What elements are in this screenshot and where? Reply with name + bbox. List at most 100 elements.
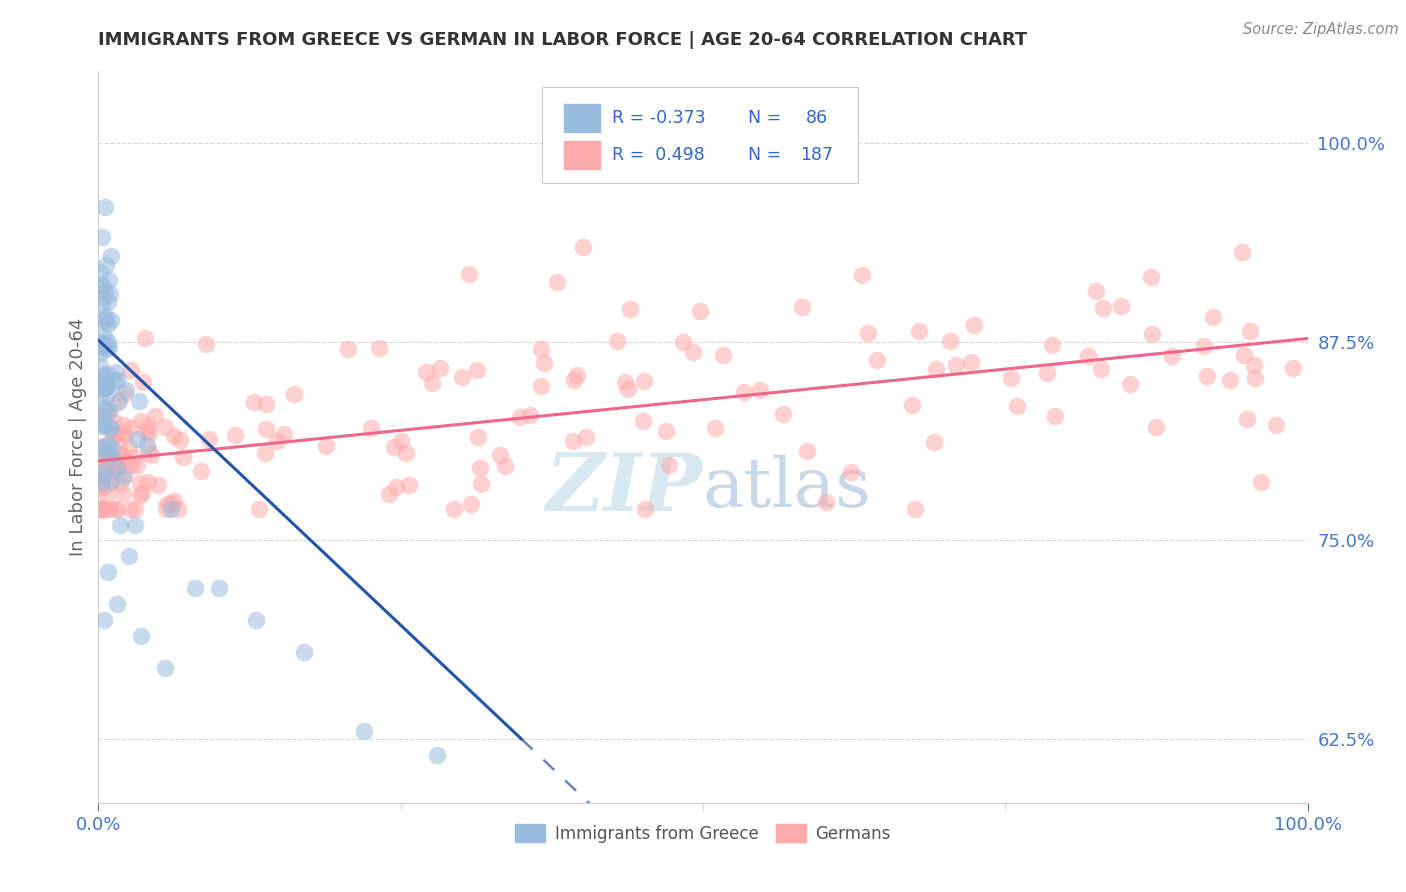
Point [100, 448, 122, 462]
Point [224, 428, 246, 442]
Text: 86: 86 [806, 109, 828, 128]
Point [772, 407, 794, 421]
Point [94, 402, 117, 417]
Point [97, 295, 120, 310]
Point [90, 441, 112, 455]
Point [103, 414, 125, 428]
Point [93, 613, 115, 627]
Point [1192, 339, 1215, 353]
Point [633, 374, 655, 388]
Point [89, 387, 111, 401]
Point [91, 369, 114, 384]
Point [163, 494, 186, 508]
Text: IMMIGRANTS FROM GREECE VS GERMAN IN LABOR FORCE | AGE 20-64 CORRELATION CHART: IMMIGRANTS FROM GREECE VS GERMAN IN LABO… [98, 31, 1028, 49]
Point [337, 342, 360, 356]
Point [153, 660, 176, 674]
Point [136, 475, 159, 490]
Point [96, 404, 118, 418]
Point [519, 408, 541, 422]
Point [98, 501, 121, 516]
Point [91, 335, 114, 350]
Point [94, 310, 117, 324]
Point [91, 481, 114, 495]
Point [97, 334, 120, 349]
Point [129, 414, 152, 428]
Point [107, 458, 129, 472]
Point [1000, 371, 1022, 385]
Point [790, 300, 813, 314]
Point [749, 384, 772, 398]
Point [398, 477, 420, 491]
Point [243, 394, 266, 409]
Point [266, 434, 288, 449]
Point [619, 302, 641, 317]
Point [561, 434, 583, 449]
Point [108, 475, 131, 490]
Point [114, 468, 136, 483]
Point [91, 501, 114, 516]
Point [135, 438, 157, 452]
Point [420, 376, 443, 391]
Point [655, 424, 678, 438]
Point [184, 581, 207, 595]
Point [155, 496, 177, 510]
Point [1195, 369, 1218, 384]
Point [470, 461, 492, 475]
Point [94, 285, 117, 300]
Point [143, 409, 166, 423]
Bar [564, 104, 600, 132]
Point [91, 401, 114, 416]
Point [91, 501, 114, 516]
Point [139, 448, 162, 462]
Point [509, 409, 531, 424]
Point [925, 361, 948, 376]
Point [1239, 324, 1261, 338]
Point [253, 446, 276, 460]
Point [134, 331, 156, 345]
Point [94, 382, 117, 396]
Point [111, 449, 134, 463]
Point [382, 440, 405, 454]
Point [94, 439, 117, 453]
Point [91, 457, 114, 471]
Point [960, 354, 983, 368]
Point [105, 396, 128, 410]
Point [125, 458, 148, 472]
Point [1264, 418, 1286, 433]
Point [1035, 366, 1057, 380]
Point [1077, 349, 1099, 363]
Point [124, 501, 146, 516]
Point [90, 468, 112, 483]
Point [153, 419, 176, 434]
Point [91, 443, 114, 458]
Point [89, 373, 111, 387]
Point [101, 429, 124, 443]
Point [97, 317, 120, 331]
Point [426, 748, 449, 763]
Point [89, 336, 111, 351]
Text: R = -0.373: R = -0.373 [613, 109, 706, 128]
Text: N =: N = [748, 145, 780, 164]
Point [93, 368, 115, 383]
Point [682, 344, 704, 359]
Point [104, 501, 127, 516]
Point [128, 394, 150, 409]
Point [866, 352, 889, 367]
Point [254, 397, 277, 411]
Point [124, 450, 146, 465]
Point [938, 334, 960, 349]
Point [90, 419, 112, 434]
Point [107, 501, 129, 516]
Point [1119, 377, 1142, 392]
Point [733, 385, 755, 400]
Point [96, 438, 118, 452]
Point [100, 313, 122, 327]
Point [160, 496, 183, 510]
Point [89, 265, 111, 279]
Point [90, 334, 112, 349]
Point [1085, 284, 1108, 298]
Point [273, 426, 295, 441]
Point [96, 447, 118, 461]
Point [128, 488, 150, 502]
Point [1233, 348, 1256, 362]
